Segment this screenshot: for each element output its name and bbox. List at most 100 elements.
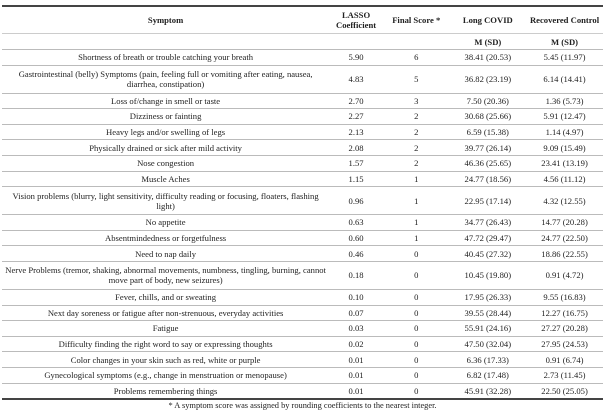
recovered-control-cell: 2.73 (11.45) <box>526 366 603 383</box>
subheader-cell: M (SD) <box>449 33 527 50</box>
lasso-coefficient-cell: 0.60 <box>329 229 383 246</box>
symptom-cell: Gynecological symptoms (e.g., change in … <box>2 366 330 383</box>
long-covid-cell: 40.45 (27.32) <box>449 245 527 262</box>
recovered-control-cell: 0.91 (4.72) <box>526 260 603 290</box>
long-covid-cell: 55.91 (24.16) <box>449 320 527 337</box>
long-covid-cell: 47.50 (32.04) <box>449 335 527 352</box>
symptom-cell: No appetite <box>2 214 330 231</box>
recovered-control-cell: 18.86 (22.55) <box>526 245 603 262</box>
recovered-control-cell: 9.55 (16.83) <box>526 288 603 306</box>
recovered-control-cell: 24.77 (22.50) <box>526 229 603 246</box>
lasso-coefficient-cell: 4.83 <box>329 64 383 94</box>
symptom-cell: Fatigue <box>2 320 330 337</box>
table-row: Heavy legs and/or swelling of legs 2.13 2 6… <box>2 123 603 140</box>
final-score-cell: 0 <box>382 245 450 262</box>
table-row: Gastrointestinal (belly) Symptoms (pain,… <box>2 64 603 94</box>
final-score-cell: 3 <box>382 92 450 109</box>
final-score-cell: 1 <box>382 186 450 215</box>
header-symptom: Symptom <box>2 5 330 34</box>
recovered-control-cell: 5.91 (12.47) <box>526 108 603 125</box>
table-body: Shortness of breath or trouble catching … <box>2 49 603 401</box>
long-covid-cell: 47.72 (29.47) <box>449 229 527 246</box>
table-row: Difficulty finding the right word to say… <box>2 335 603 352</box>
header-long-covid: Long COVID <box>449 5 527 34</box>
long-covid-cell: 6.59 (15.38) <box>449 123 527 140</box>
lasso-coefficient-cell: 0.63 <box>329 214 383 231</box>
lasso-coefficient-cell: 0.07 <box>329 304 383 321</box>
lasso-coefficient-cell: 2.13 <box>329 123 383 140</box>
symptom-cell: Absentmindedness or forgetfulness <box>2 229 330 246</box>
table-row: Physically drained or sick after mild ac… <box>2 139 603 156</box>
lasso-coefficient-cell: 0.46 <box>329 245 383 262</box>
long-covid-cell: 39.77 (26.14) <box>449 139 527 156</box>
final-score-cell: 1 <box>382 170 450 187</box>
long-covid-cell: 7.50 (20.36) <box>449 92 527 109</box>
table-row: Vision problems (blurry, light sensitivi… <box>2 186 603 215</box>
symptom-cell: Vision problems (blurry, light sensitivi… <box>2 186 330 215</box>
long-covid-cell: 6.36 (17.33) <box>449 351 527 368</box>
lasso-coefficient-cell: 0.96 <box>329 186 383 215</box>
recovered-control-cell: 6.14 (14.41) <box>526 64 603 94</box>
header-recovered-control: Recovered Control <box>526 5 603 34</box>
final-score-cell: 0 <box>382 304 450 321</box>
table-row: Nose congestion 1.57 2 46.36 (25.65) 23.41 (… <box>2 154 603 172</box>
symptom-cell: Gastrointestinal (belly) Symptoms (pain,… <box>2 64 330 94</box>
header-lasso-coefficient: LASSO Coefficient <box>329 5 383 34</box>
recovered-control-cell: 4.56 (11.12) <box>526 170 603 187</box>
final-score-cell: 5 <box>382 64 450 94</box>
recovered-control-cell: 14.77 (20.28) <box>526 214 603 231</box>
header-final-score: Final Score * <box>382 5 450 34</box>
final-score-cell: 2 <box>382 154 450 172</box>
table-row: Muscle Aches 1.15 1 24.77 (18.56) 4.56 (11.1… <box>2 170 603 187</box>
long-covid-cell: 45.91 (32.28) <box>449 382 527 401</box>
table-row: Need to nap daily 0.46 0 40.45 (27.32) 18.86… <box>2 245 603 262</box>
symptom-cell: Muscle Aches <box>2 170 330 187</box>
long-covid-cell: 10.45 (19.80) <box>449 260 527 290</box>
lasso-coefficient-cell: 2.70 <box>329 92 383 109</box>
recovered-control-cell: 1.14 (4.97) <box>526 123 603 140</box>
table-row: Fever, chills, and or sweating 0.10 0 17.95… <box>2 288 603 306</box>
recovered-control-cell: 5.45 (11.97) <box>526 49 603 66</box>
symptom-cell: Physically drained or sick after mild ac… <box>2 139 330 156</box>
lasso-coefficient-cell: 0.01 <box>329 382 383 401</box>
symptom-cell: Nerve Problems (tremor, shaking, abnorma… <box>2 260 330 290</box>
lasso-coefficient-cell: 0.18 <box>329 260 383 290</box>
table-row: Gynecological symptoms (e.g., change in … <box>2 366 603 383</box>
lasso-coefficient-cell: 1.57 <box>329 154 383 172</box>
subheader-cell <box>2 33 330 50</box>
long-covid-cell: 22.95 (17.14) <box>449 186 527 215</box>
table-row: Next day soreness or fatigue after non-s… <box>2 304 603 321</box>
long-covid-cell: 36.82 (23.19) <box>449 64 527 94</box>
final-score-cell: 6 <box>382 49 450 66</box>
symptom-score-table: Symptom LASSO Coefficient Final Score * … <box>2 5 603 401</box>
recovered-control-cell: 22.50 (25.05) <box>526 382 603 401</box>
table-row: Dizziness or fainting 2.27 2 30.68 (25.66) 5… <box>2 108 603 125</box>
symptom-cell: Fever, chills, and or sweating <box>2 288 330 306</box>
final-score-cell: 0 <box>382 366 450 383</box>
symptom-cell: Shortness of breath or trouble catching … <box>2 49 330 66</box>
table-footnote: * A symptom score was assigned by roundi… <box>168 401 437 410</box>
lasso-coefficient-cell: 0.03 <box>329 320 383 337</box>
symptom-cell: Problems remembering things <box>2 382 330 401</box>
lasso-coefficient-cell: 0.01 <box>329 366 383 383</box>
long-covid-cell: 30.68 (25.66) <box>449 108 527 125</box>
table-row: Problems remembering things 0.01 0 45.91 (3… <box>2 382 603 401</box>
long-covid-cell: 17.95 (26.33) <box>449 288 527 306</box>
symptom-cell: Heavy legs and/or swelling of legs <box>2 123 330 140</box>
lasso-coefficient-cell: 2.27 <box>329 108 383 125</box>
symptom-cell: Loss of/change in smell or taste <box>2 92 330 109</box>
symptom-cell: Need to nap daily <box>2 245 330 262</box>
final-score-cell: 2 <box>382 123 450 140</box>
final-score-cell: 1 <box>382 229 450 246</box>
recovered-control-cell: 27.95 (24.53) <box>526 335 603 352</box>
lasso-coefficient-cell: 2.08 <box>329 139 383 156</box>
recovered-control-cell: 0.91 (6.74) <box>526 351 603 368</box>
final-score-cell: 0 <box>382 335 450 352</box>
symptom-cell: Difficulty finding the right word to say… <box>2 335 330 352</box>
symptom-cell: Dizziness or fainting <box>2 108 330 125</box>
subheader-cell <box>382 33 450 50</box>
long-covid-cell: 46.36 (25.65) <box>449 154 527 172</box>
symptom-cell: Nose congestion <box>2 154 330 172</box>
long-covid-cell: 34.77 (26.43) <box>449 214 527 231</box>
table-row: Shortness of breath or trouble catching … <box>2 49 603 66</box>
